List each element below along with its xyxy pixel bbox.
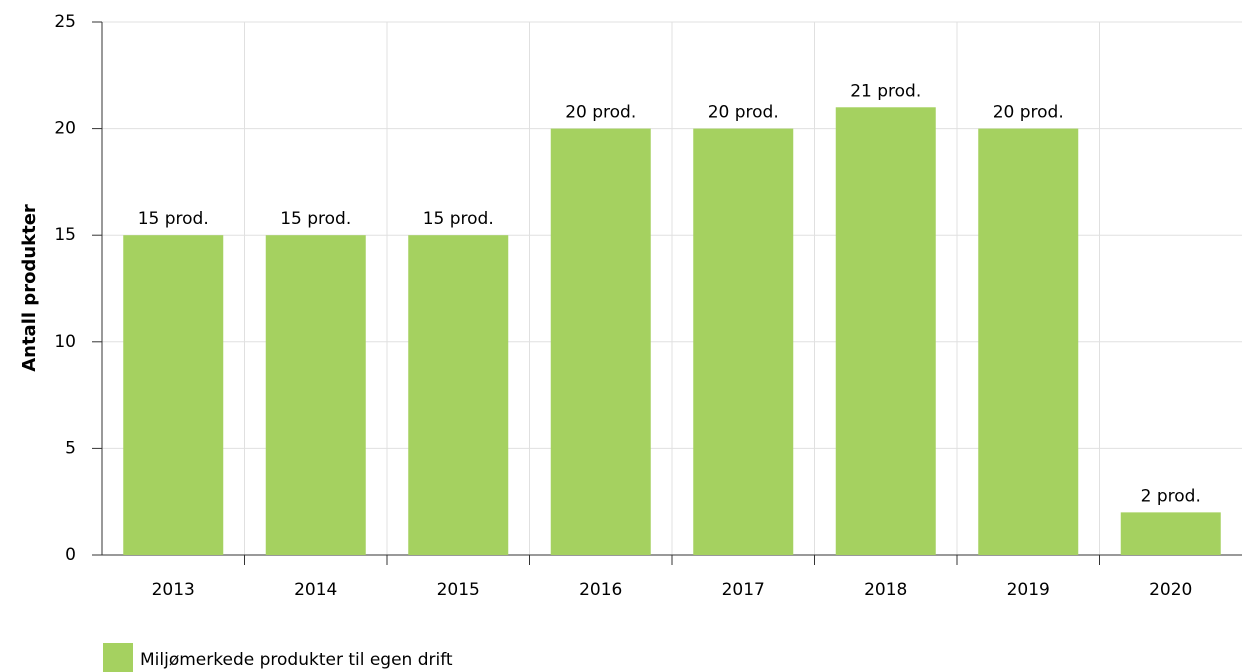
y-tick-label: 25 [54, 12, 76, 32]
y-tick-label: 15 [54, 225, 76, 245]
bar [1120, 512, 1221, 555]
x-tick-label: 2017 [722, 580, 765, 600]
x-tick-label: 2014 [294, 580, 337, 600]
y-axis-label: Antall produkter [19, 204, 40, 372]
y-tick-label: 10 [54, 332, 76, 352]
value-label: 15 prod. [138, 209, 209, 229]
bar [835, 107, 936, 555]
value-label: 21 prod. [850, 81, 921, 101]
bar [550, 128, 651, 555]
value-label: 15 prod. [423, 209, 494, 229]
y-tick-label: 5 [65, 438, 76, 458]
value-label: 15 prod. [280, 209, 351, 229]
x-tick-label: 2018 [864, 580, 907, 600]
value-label: 2 prod. [1141, 486, 1201, 506]
value-label: 20 prod. [993, 103, 1064, 123]
value-label: 20 prod. [708, 103, 779, 123]
value-label: 20 prod. [565, 103, 636, 123]
y-tick-label: 0 [65, 545, 76, 565]
bar [978, 128, 1079, 555]
x-tick-label: 2013 [152, 580, 195, 600]
x-tick-label: 2015 [437, 580, 480, 600]
legend-swatch [103, 643, 133, 672]
y-tick-label: 20 [54, 119, 76, 139]
x-tick-label: 2016 [579, 580, 622, 600]
bar [123, 235, 224, 555]
bar [408, 235, 509, 555]
legend-label: Miljømerkede produkter til egen drift [140, 650, 453, 670]
bar [265, 235, 366, 555]
x-tick-label: 2020 [1149, 580, 1192, 600]
x-tick-label: 2019 [1007, 580, 1050, 600]
bar [693, 128, 794, 555]
